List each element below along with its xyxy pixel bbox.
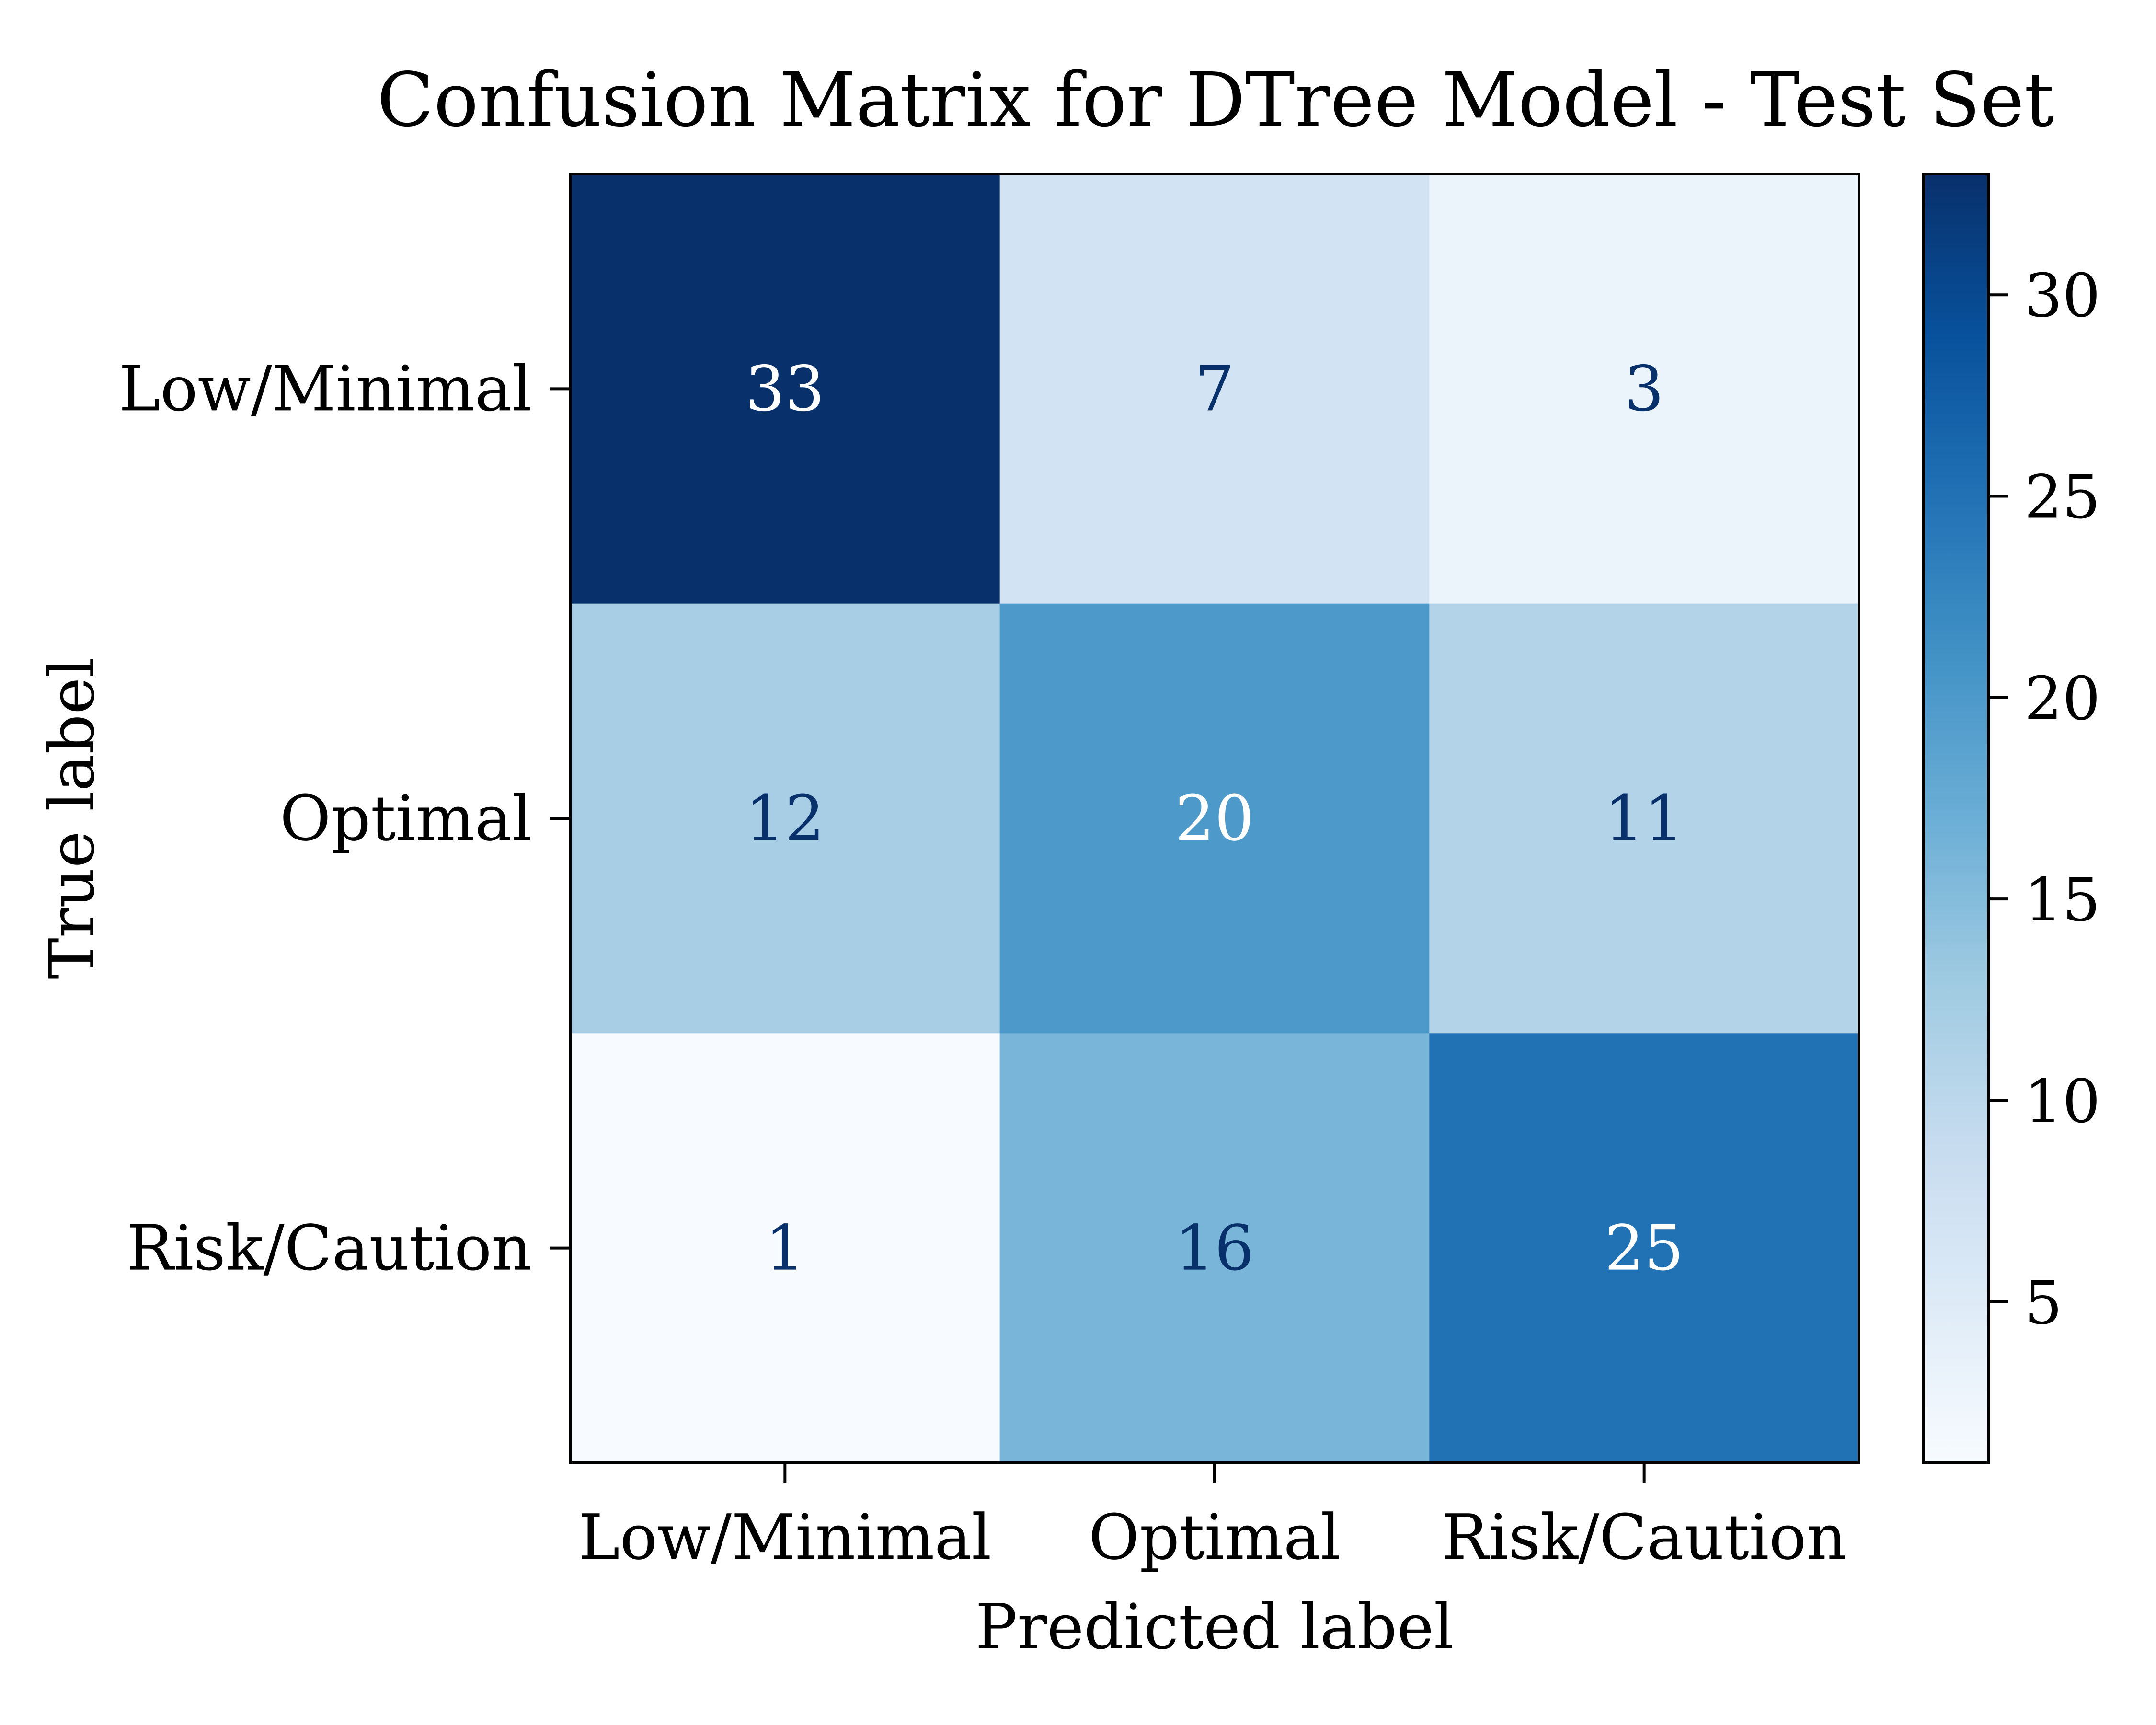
colorbar: 5 10 15 20 25 30 <box>1922 172 2100 1464</box>
cell-value: 33 <box>745 352 825 425</box>
y-axis-label: True label <box>35 657 108 979</box>
colorbar-tick-label: 10 <box>2024 1067 2100 1136</box>
cell-value: 20 <box>1175 782 1254 855</box>
y-axis: Low/Minimal Optimal Risk/Caution <box>119 352 570 1285</box>
x-tick-label: Optimal <box>1089 1501 1341 1574</box>
heatmap-cell <box>999 1033 1430 1463</box>
heatmap-cell <box>570 603 1000 1034</box>
heatmap-cells: 33 7 312 20 111 16 25 <box>570 174 1859 1463</box>
chart-title: Confusion Matrix for DTree Model - Test … <box>377 57 2054 143</box>
cell-value: 25 <box>1605 1212 1684 1285</box>
heatmap-cell <box>1429 174 1859 604</box>
heatmap-cell <box>999 174 1430 604</box>
colorbar-tick-label: 20 <box>2024 664 2100 734</box>
x-axis: Low/Minimal Optimal Risk/Caution <box>578 1463 1846 1574</box>
heatmap-cell <box>570 174 1000 604</box>
cell-value: 11 <box>1605 782 1684 855</box>
cell-value: 12 <box>745 782 825 855</box>
colorbar-frame <box>1922 172 1990 1464</box>
x-tick-label: Low/Minimal <box>578 1501 991 1574</box>
colorbar-gradient <box>1924 174 1988 1463</box>
cell-value: 1 <box>765 1212 805 1285</box>
heatmap-cell <box>1429 603 1859 1034</box>
x-axis-label: Predicted label <box>975 1590 1454 1663</box>
colorbar-tick-label: 5 <box>2024 1268 2063 1338</box>
heatmap-cell <box>1429 1033 1859 1463</box>
heatmap-cell <box>570 1033 1000 1463</box>
cell-value: 16 <box>1175 1212 1254 1285</box>
colorbar-tick-label: 30 <box>2024 261 2100 331</box>
y-tick-label: Low/Minimal <box>119 352 532 425</box>
cell-value: 3 <box>1624 352 1664 425</box>
y-tick-label: Optimal <box>280 782 532 855</box>
y-tick-label: Risk/Caution <box>127 1212 532 1285</box>
x-tick-label: Risk/Caution <box>1442 1501 1846 1574</box>
cell-value: 7 <box>1195 352 1235 425</box>
heatmap-cell <box>999 603 1430 1034</box>
colorbar-tick-label: 25 <box>2024 463 2100 532</box>
colorbar-tick-label: 15 <box>2024 865 2100 935</box>
